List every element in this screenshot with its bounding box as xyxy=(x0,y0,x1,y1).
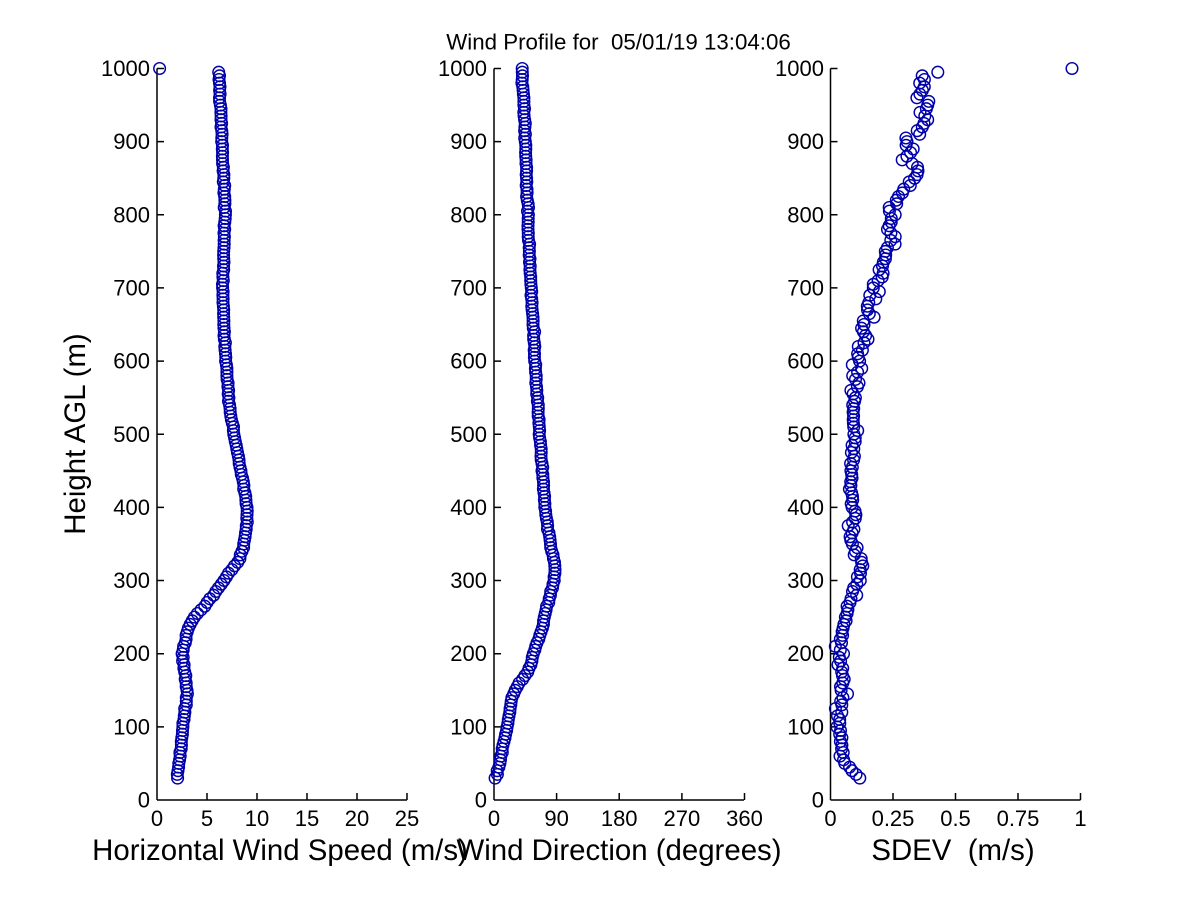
svg-text:1: 1 xyxy=(1074,806,1086,831)
svg-text:Height AGL (m): Height AGL (m) xyxy=(59,333,92,534)
svg-text:900: 900 xyxy=(113,129,150,154)
svg-text:360: 360 xyxy=(726,806,763,831)
svg-text:800: 800 xyxy=(450,202,487,227)
svg-text:200: 200 xyxy=(113,641,150,666)
svg-text:0: 0 xyxy=(488,806,500,831)
svg-text:700: 700 xyxy=(450,275,487,300)
svg-text:700: 700 xyxy=(113,275,150,300)
svg-text:1000: 1000 xyxy=(101,56,150,81)
svg-text:Wind Profile for 05/01/19 13:: Wind Profile for 05/01/19 13:04:06 xyxy=(446,30,791,55)
svg-text:20: 20 xyxy=(345,806,369,831)
svg-text:500: 500 xyxy=(450,422,487,447)
svg-text:400: 400 xyxy=(787,495,824,520)
svg-text:180: 180 xyxy=(601,806,638,831)
svg-text:Horizontal Wind Speed (m/s): Horizontal Wind Speed (m/s) xyxy=(92,834,468,867)
svg-text:1000: 1000 xyxy=(775,56,824,81)
svg-text:90: 90 xyxy=(544,806,568,831)
svg-text:10: 10 xyxy=(245,806,269,831)
svg-text:270: 270 xyxy=(664,806,701,831)
svg-text:200: 200 xyxy=(450,641,487,666)
svg-text:15: 15 xyxy=(295,806,319,831)
svg-text:900: 900 xyxy=(787,129,824,154)
svg-text:0.75: 0.75 xyxy=(997,806,1040,831)
svg-text:25: 25 xyxy=(395,806,419,831)
svg-text:0: 0 xyxy=(824,806,836,831)
svg-text:400: 400 xyxy=(113,495,150,520)
svg-text:100: 100 xyxy=(787,714,824,739)
svg-text:0: 0 xyxy=(812,788,824,813)
svg-text:300: 300 xyxy=(450,568,487,593)
svg-text:800: 800 xyxy=(113,202,150,227)
svg-text:0: 0 xyxy=(151,806,163,831)
svg-text:0: 0 xyxy=(475,788,487,813)
svg-text:0.5: 0.5 xyxy=(940,806,971,831)
svg-text:200: 200 xyxy=(787,641,824,666)
svg-text:900: 900 xyxy=(450,129,487,154)
svg-text:600: 600 xyxy=(787,349,824,374)
svg-text:100: 100 xyxy=(113,714,150,739)
svg-text:300: 300 xyxy=(787,568,824,593)
svg-text:SDEV (m/s): SDEV (m/s) xyxy=(871,834,1034,867)
svg-text:300: 300 xyxy=(113,568,150,593)
svg-text:Wind Direction (degrees): Wind Direction (degrees) xyxy=(456,834,781,867)
svg-text:5: 5 xyxy=(201,806,213,831)
svg-text:400: 400 xyxy=(450,495,487,520)
svg-text:500: 500 xyxy=(113,422,150,447)
svg-text:100: 100 xyxy=(450,714,487,739)
svg-text:0.25: 0.25 xyxy=(872,806,915,831)
svg-text:1000: 1000 xyxy=(438,56,487,81)
svg-text:600: 600 xyxy=(450,349,487,374)
svg-text:800: 800 xyxy=(787,202,824,227)
svg-text:0: 0 xyxy=(138,788,150,813)
svg-text:600: 600 xyxy=(113,349,150,374)
svg-text:700: 700 xyxy=(787,275,824,300)
svg-text:500: 500 xyxy=(787,422,824,447)
